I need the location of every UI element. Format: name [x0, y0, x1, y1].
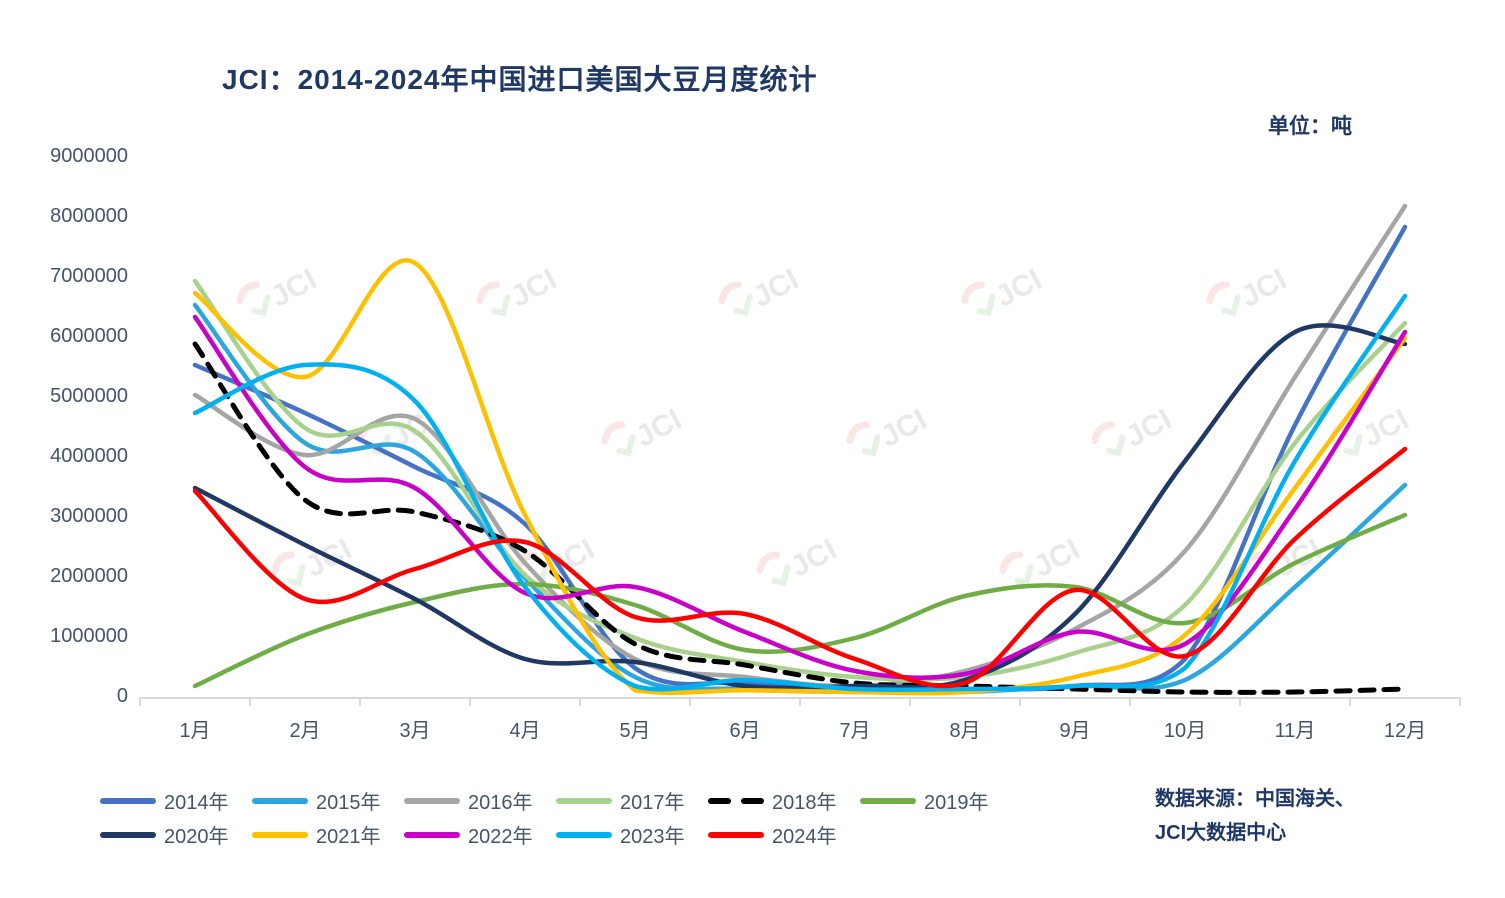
jci-watermark: JCI — [601, 403, 687, 457]
data-source-line1: 数据来源：中国海关、 — [1155, 788, 1355, 810]
series-line-2022年 — [192, 314, 1408, 680]
y-axis-tick-label: 7000000 — [50, 265, 128, 287]
series-line-2021年 — [192, 258, 1408, 696]
legend-label-2023年: 2023年 — [620, 826, 685, 848]
y-axis-tick-label: 4000000 — [50, 445, 128, 467]
x-axis-tick-label: 3月 — [399, 720, 430, 742]
x-axis-tick-label: 6月 — [729, 720, 760, 742]
legend-swatch-2020年 — [100, 831, 156, 838]
legend-label-2014年: 2014年 — [164, 792, 229, 814]
legend-swatch-2018年 — [708, 797, 764, 804]
legend-item-2020年[interactable]: 2020年 — [100, 820, 252, 849]
y-axis-tick-label: 1000000 — [50, 625, 128, 647]
jci-watermark-text: JCI — [1028, 533, 1085, 584]
legend-item-2017年[interactable]: 2017年 — [556, 786, 708, 815]
legend-item-2016年[interactable]: 2016年 — [404, 786, 556, 815]
legend-item-2018年[interactable]: 2018年 — [708, 786, 860, 815]
jci-watermark-text: JCI — [630, 403, 687, 454]
jci-watermark: JCI — [718, 263, 804, 317]
legend-label-2019年: 2019年 — [924, 792, 989, 814]
legend-label-2017年: 2017年 — [620, 792, 685, 814]
legend-row-1: 2014年 2015年 2016年 2017年 2018年 2019年 — [100, 786, 1012, 815]
jci-watermark: JCI — [756, 533, 842, 587]
jci-watermark: JCI — [1091, 403, 1177, 457]
jci-watermark-text: JCI — [1235, 263, 1292, 314]
legend-swatch-2015年 — [252, 797, 308, 804]
series-line-2023年 — [192, 293, 1408, 693]
legend-swatch-2017年 — [556, 797, 612, 804]
jci-watermark-text: JCI — [505, 263, 562, 314]
jci-watermark-text: JCI — [1120, 403, 1177, 454]
jci-watermark-text: JCI — [265, 263, 322, 314]
series-line-2014年 — [192, 224, 1408, 692]
legend-row-2: 2020年 2021年 2022年 2023年 2024年 — [100, 820, 860, 849]
legend-label-2018年: 2018年 — [772, 792, 837, 814]
legend-item-2014年[interactable]: 2014年 — [100, 786, 252, 815]
x-axis-tick-label: 12月 — [1384, 720, 1426, 742]
x-axis-tick-label: 7月 — [839, 720, 870, 742]
x-axis-tick-label: 9月 — [1059, 720, 1090, 742]
legend-label-2015年: 2015年 — [316, 792, 381, 814]
legend-swatch-2014年 — [100, 797, 156, 804]
series-line-2018年 — [192, 341, 1408, 695]
legend-item-2022年[interactable]: 2022年 — [404, 820, 556, 849]
x-axis-tick-label: 4月 — [509, 720, 540, 742]
jci-watermark: JCI — [846, 403, 932, 457]
y-axis-tick-label: 3000000 — [50, 505, 128, 527]
jci-watermark: JCI — [236, 263, 322, 317]
jci-watermark: JCI — [961, 263, 1047, 317]
legend-swatch-2024年 — [708, 831, 764, 838]
legend-swatch-2022年 — [404, 831, 460, 838]
jci-watermark-text: JCI — [875, 403, 932, 454]
legend-swatch-2023年 — [556, 831, 612, 838]
legend-label-2024年: 2024年 — [772, 826, 837, 848]
y-axis-tick-label: 5000000 — [50, 385, 128, 407]
jci-watermark-text: JCI — [990, 263, 1047, 314]
x-axis-tick-label: 5月 — [619, 720, 650, 742]
jci-watermark: JCI — [1206, 263, 1292, 317]
legend-item-2023年[interactable]: 2023年 — [556, 820, 708, 849]
data-source-note: 数据来源：中国海关、 JCI大数据中心 — [1155, 782, 1355, 850]
y-axis-tick-label: 6000000 — [50, 325, 128, 347]
y-axis-tick-label: 9000000 — [50, 145, 128, 167]
legend-swatch-2021年 — [252, 831, 308, 838]
x-axis-tick-label: 8月 — [949, 720, 980, 742]
y-axis-tick-label: 2000000 — [50, 565, 128, 587]
data-source-line2: JCI大数据中心 — [1155, 822, 1287, 844]
legend-item-2024年[interactable]: 2024年 — [708, 820, 860, 849]
y-axis-tick-label: 8000000 — [50, 205, 128, 227]
y-axis-tick-label: 0 — [117, 685, 128, 707]
jci-watermark: JCI — [1328, 403, 1414, 457]
jci-watermark: JCI — [476, 263, 562, 317]
legend-label-2016年: 2016年 — [468, 792, 533, 814]
legend-label-2020年: 2020年 — [164, 826, 229, 848]
x-axis-tick-label: 11月 — [1275, 720, 1316, 742]
jci-watermark-text: JCI — [785, 533, 842, 584]
x-axis-tick-label: 2月 — [289, 720, 320, 742]
legend-item-2019年[interactable]: 2019年 — [860, 786, 1012, 815]
legend-swatch-2019年 — [860, 797, 916, 804]
legend-item-2021年[interactable]: 2021年 — [252, 820, 404, 849]
unit-label: 单位：吨 — [1268, 115, 1352, 138]
chart-title: JCI：2014-2024年中国进口美国大豆月度统计 — [222, 64, 818, 95]
x-axis-tick-label: 10月 — [1164, 720, 1206, 742]
x-axis-tick-label: 1月 — [179, 720, 210, 742]
series-line-2019年 — [192, 512, 1408, 689]
legend-label-2022年: 2022年 — [468, 826, 533, 848]
series-line-2024年 — [192, 446, 1408, 689]
jci-watermark-text: JCI — [1357, 403, 1414, 454]
jci-watermark-text: JCI — [747, 263, 804, 314]
legend-label-2021年: 2021年 — [316, 826, 381, 848]
legend-swatch-2016年 — [404, 797, 460, 804]
legend-item-2015年[interactable]: 2015年 — [252, 786, 404, 815]
series-line-2017年 — [192, 278, 1408, 682]
